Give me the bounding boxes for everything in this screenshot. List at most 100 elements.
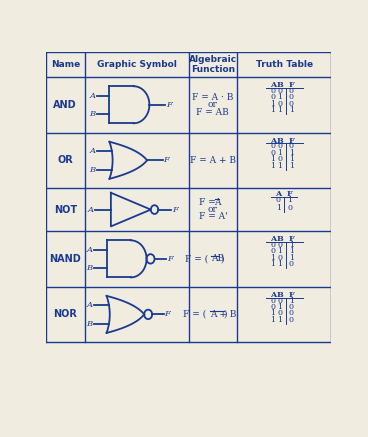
Text: A: A [86, 301, 92, 309]
Text: 0: 0 [289, 100, 294, 108]
Text: F: F [289, 137, 294, 145]
Text: 0: 0 [289, 260, 294, 268]
Text: Graphic Symbol: Graphic Symbol [97, 60, 177, 69]
Text: AND: AND [53, 100, 77, 110]
Text: 1: 1 [277, 149, 282, 157]
Text: or: or [208, 205, 218, 214]
Text: F: F [289, 291, 294, 299]
Text: B: B [276, 291, 283, 299]
Text: 0: 0 [277, 100, 282, 108]
Text: F = A': F = A' [198, 212, 227, 222]
Text: A: A [270, 291, 276, 299]
Text: B: B [276, 236, 283, 243]
Text: AB: AB [211, 254, 224, 264]
Text: F: F [166, 101, 172, 109]
Text: 1: 1 [289, 162, 294, 170]
Text: A: A [89, 147, 95, 155]
Text: 0: 0 [277, 309, 282, 317]
Text: F = A + B: F = A + B [190, 156, 236, 165]
Text: 1: 1 [270, 260, 275, 268]
Text: NAND: NAND [49, 254, 81, 264]
Text: 0: 0 [270, 247, 275, 256]
Text: 1: 1 [289, 155, 294, 163]
Text: 1: 1 [287, 197, 293, 205]
Text: 1: 1 [289, 149, 294, 157]
Text: 0: 0 [289, 94, 294, 101]
Text: F =: F = [199, 198, 216, 207]
Text: 0: 0 [270, 94, 275, 101]
Text: 0: 0 [270, 241, 275, 249]
Text: 1: 1 [277, 106, 282, 114]
Text: 1: 1 [289, 297, 294, 305]
Text: A + B: A + B [210, 310, 236, 319]
Text: 0: 0 [289, 309, 294, 317]
Text: 1: 1 [277, 260, 282, 268]
Text: 0: 0 [289, 142, 294, 150]
Text: 0: 0 [289, 87, 294, 95]
Text: A: A [270, 81, 276, 89]
Text: 0: 0 [270, 303, 275, 311]
Text: 0: 0 [277, 142, 282, 150]
Text: F = AB: F = AB [197, 108, 229, 117]
Text: 0: 0 [270, 142, 275, 150]
Text: NOR: NOR [53, 309, 77, 319]
Text: 0: 0 [289, 303, 294, 311]
Text: A: A [275, 191, 282, 198]
Text: or: or [208, 100, 218, 109]
Text: 0: 0 [277, 155, 282, 163]
Text: 1: 1 [270, 254, 275, 262]
Text: 1: 1 [277, 247, 282, 256]
Text: A: A [86, 246, 92, 253]
Text: B: B [86, 319, 92, 328]
Text: 0: 0 [276, 197, 281, 205]
Text: 0: 0 [289, 316, 294, 324]
Text: F = (: F = ( [185, 254, 209, 264]
Text: 1: 1 [277, 94, 282, 101]
Text: 0: 0 [277, 241, 282, 249]
Text: 0: 0 [270, 297, 275, 305]
Text: F: F [167, 255, 173, 263]
Text: 1: 1 [270, 162, 275, 170]
Text: A: A [214, 198, 220, 207]
Text: A: A [270, 137, 276, 145]
Text: Algebraic
Function: Algebraic Function [189, 55, 237, 74]
Text: 1: 1 [276, 204, 281, 212]
Text: F = A · B: F = A · B [192, 93, 234, 102]
Text: 1: 1 [289, 247, 294, 256]
Text: 0: 0 [287, 204, 292, 212]
Text: B: B [86, 264, 92, 272]
Text: 0: 0 [270, 149, 275, 157]
Text: 1: 1 [270, 106, 275, 114]
Text: Name: Name [51, 60, 80, 69]
Text: 1: 1 [277, 303, 282, 311]
Text: 0: 0 [277, 254, 282, 262]
Text: 1: 1 [270, 316, 275, 324]
Text: ): ) [220, 254, 223, 264]
Text: NOT: NOT [54, 205, 77, 215]
Text: B: B [89, 166, 95, 173]
Text: 0: 0 [270, 87, 275, 95]
Text: 0: 0 [277, 87, 282, 95]
Text: F = (: F = ( [183, 310, 206, 319]
Text: F: F [287, 191, 293, 198]
Text: B: B [276, 81, 283, 89]
Text: B: B [276, 137, 283, 145]
Text: A: A [88, 205, 94, 214]
Text: F: F [172, 205, 178, 214]
Text: 1: 1 [270, 100, 275, 108]
Text: F: F [164, 310, 170, 319]
Text: Truth Table: Truth Table [256, 60, 313, 69]
Text: 1: 1 [289, 241, 294, 249]
Text: F: F [289, 236, 294, 243]
Text: F: F [289, 81, 294, 89]
Text: 1: 1 [270, 155, 275, 163]
Text: 1: 1 [270, 309, 275, 317]
Text: B: B [89, 110, 95, 118]
Text: F: F [163, 156, 169, 164]
Text: OR: OR [57, 155, 73, 165]
Text: 1: 1 [277, 316, 282, 324]
Text: 1: 1 [289, 106, 294, 114]
Text: 1: 1 [289, 254, 294, 262]
Text: 0: 0 [277, 297, 282, 305]
Text: A: A [89, 91, 95, 100]
